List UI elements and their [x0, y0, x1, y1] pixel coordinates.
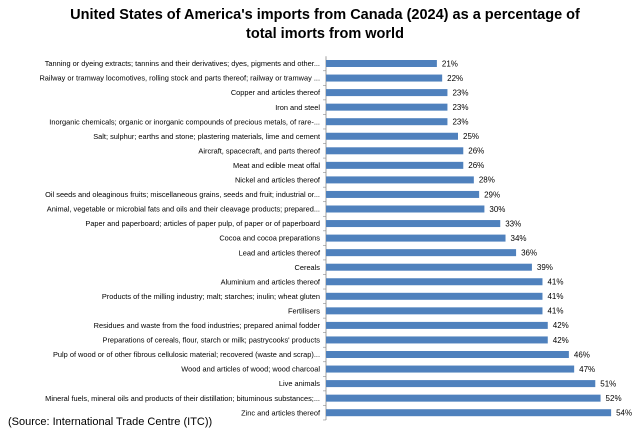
- bar: [326, 220, 501, 228]
- data-label: 29%: [484, 190, 500, 199]
- category-label: Animal, vegetable or microbial fats and …: [47, 205, 320, 214]
- category-label: Lead and articles thereof: [239, 248, 321, 257]
- bar: [326, 118, 448, 126]
- data-label: 51%: [600, 379, 616, 388]
- bar: [326, 292, 543, 300]
- category-label: Railway or tramway locomotives, rolling …: [39, 74, 320, 83]
- axis-layer: [323, 56, 327, 421]
- bar: [326, 74, 443, 82]
- category-label: Preparations of cereals, flour, starch o…: [103, 336, 321, 345]
- data-label: 23%: [452, 118, 468, 127]
- category-label: Products of the milling industry; malt; …: [102, 292, 320, 301]
- data-label: 47%: [579, 365, 595, 374]
- data-label: 36%: [521, 248, 537, 257]
- data-label: 21%: [442, 59, 458, 68]
- data-label: 34%: [511, 234, 527, 243]
- category-label: Copper and articles thereof: [231, 88, 321, 97]
- data-label: 25%: [463, 132, 479, 141]
- category-label: Cocoa and cocoa preparations: [219, 234, 320, 243]
- bar: [326, 394, 601, 402]
- category-label: Iron and steel: [275, 103, 320, 112]
- category-label: Tanning or dyeing extracts; tannins and …: [45, 59, 320, 68]
- bar: [326, 161, 464, 169]
- data-label: 33%: [505, 219, 521, 228]
- bar: [326, 234, 506, 242]
- bar: [326, 263, 532, 271]
- category-label: Salt; sulphur; earths and stone; plaster…: [93, 132, 320, 141]
- category-label: Cereals: [295, 263, 321, 272]
- data-label: 42%: [553, 321, 569, 330]
- data-label: 26%: [468, 147, 484, 156]
- data-label: 28%: [479, 176, 495, 185]
- data-label: 46%: [574, 350, 590, 359]
- category-label: Wood and articles of wood; wood charcoal: [181, 365, 320, 374]
- category-label: Mineral fuels, mineral oils and products…: [45, 394, 320, 403]
- bar: [326, 351, 569, 358]
- bar: [326, 89, 448, 97]
- data-label: 41%: [547, 278, 563, 287]
- data-label: 54%: [616, 409, 632, 418]
- bar: [326, 190, 480, 198]
- data-label: 26%: [468, 161, 484, 170]
- data-label: 39%: [537, 263, 553, 272]
- bar: [326, 321, 548, 329]
- source-note: (Source: International Trade Centre (ITC…: [8, 416, 213, 428]
- data-label: 22%: [447, 74, 463, 83]
- bar: [326, 205, 485, 213]
- data-label: 23%: [452, 88, 468, 97]
- bar: [326, 307, 543, 315]
- data-label: 52%: [606, 394, 622, 403]
- bar: [326, 132, 458, 140]
- chart-title: United States of America's imports from …: [70, 7, 580, 42]
- labels-layer: Tanning or dyeing extracts; tannins and …: [39, 59, 632, 417]
- data-label: 41%: [547, 292, 563, 301]
- data-label: 41%: [547, 307, 563, 316]
- bars-layer: [326, 60, 612, 417]
- category-label: Pulp of wood or of other fibrous cellulo…: [53, 350, 320, 359]
- bar: [326, 60, 437, 67]
- bar: [326, 380, 596, 388]
- category-label: Aircraft, spacecraft, and parts thereof: [198, 146, 321, 155]
- category-label: Zinc and articles thereof: [241, 408, 321, 417]
- category-label: Paper and paperboard; articles of paper …: [85, 219, 320, 228]
- category-label: Fertilisers: [288, 306, 320, 315]
- bar: [326, 409, 612, 417]
- bar: [326, 365, 575, 373]
- bar: [326, 249, 517, 257]
- data-label: 23%: [452, 103, 468, 112]
- category-label: Meat and edible meat offal: [233, 161, 320, 170]
- category-label: Nickel and articles thereof: [235, 176, 321, 185]
- category-label: Inorganic chemicals; organic or inorgani…: [49, 117, 320, 126]
- bar: [326, 147, 464, 155]
- category-label: Live animals: [279, 379, 320, 388]
- bar: [326, 176, 474, 184]
- data-label: 30%: [489, 205, 505, 214]
- bar: [326, 336, 548, 344]
- bar: [326, 278, 543, 286]
- bar: [326, 103, 448, 111]
- category-label: Oil seeds and oleaginous fruits; miscell…: [45, 190, 320, 199]
- category-label: Aluminium and articles thereof: [221, 277, 321, 286]
- data-label: 42%: [553, 336, 569, 345]
- category-label: Residues and waste from the food industr…: [94, 321, 321, 330]
